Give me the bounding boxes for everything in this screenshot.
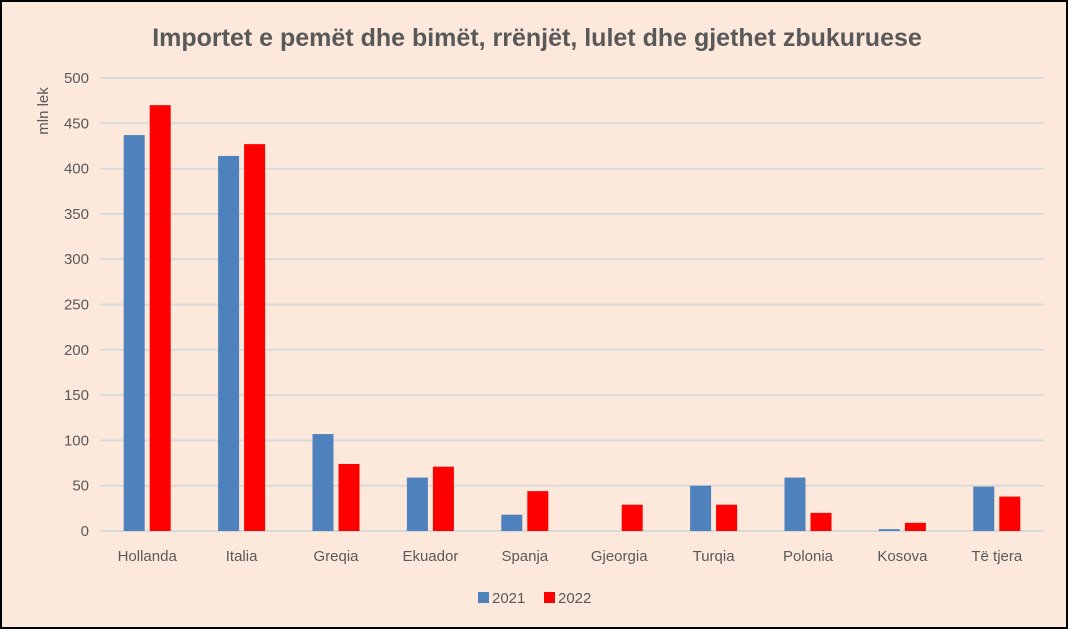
x-tick-label: Polonia bbox=[783, 548, 834, 565]
y-tick-label: 400 bbox=[64, 161, 89, 178]
y-tick-label: 300 bbox=[64, 251, 89, 268]
x-tick-label: Spanja bbox=[501, 548, 548, 565]
legend-swatch-2022 bbox=[544, 592, 555, 603]
bar-2021 bbox=[501, 514, 523, 531]
bar-2022 bbox=[527, 491, 549, 531]
bar-2021 bbox=[218, 155, 240, 531]
x-tick-label: Greqia bbox=[313, 548, 359, 565]
x-tick-label: Kosova bbox=[877, 548, 928, 565]
bar-2021 bbox=[973, 486, 995, 531]
bar-2022 bbox=[338, 463, 360, 531]
y-tick-label: 450 bbox=[64, 115, 89, 132]
y-tick-label: 0 bbox=[81, 523, 89, 540]
bar-2021 bbox=[312, 434, 334, 531]
bar-2021 bbox=[878, 529, 900, 531]
bar-2022 bbox=[621, 504, 643, 531]
x-tick-label: Italia bbox=[226, 548, 258, 565]
bar-2022 bbox=[810, 512, 832, 531]
x-tick-label: Ekuador bbox=[402, 548, 458, 565]
y-tick-label: 50 bbox=[72, 478, 89, 495]
bar-2022 bbox=[999, 496, 1021, 531]
bar-2021 bbox=[406, 477, 428, 531]
x-tick-label: Turqia bbox=[693, 548, 736, 565]
y-tick-label: 150 bbox=[64, 387, 89, 404]
y-tick-label: 500 bbox=[64, 70, 89, 87]
x-tick-label: Gjeorgia bbox=[591, 548, 648, 565]
bar-2022 bbox=[432, 466, 454, 531]
y-tick-label: 350 bbox=[64, 206, 89, 223]
bar-2021 bbox=[123, 135, 145, 531]
legend-label: 2021 bbox=[492, 590, 525, 607]
y-tick-label: 250 bbox=[64, 297, 89, 314]
legend-label: 2022 bbox=[558, 590, 591, 607]
x-tick-label: Të tjera bbox=[971, 548, 1023, 565]
bar-2021 bbox=[690, 485, 712, 531]
y-axis-label: mln lek bbox=[35, 87, 52, 135]
y-tick-label: 100 bbox=[64, 432, 89, 449]
bar-2022 bbox=[244, 144, 266, 531]
chart-title: Importet e pemët dhe bimët, rrënjët, lul… bbox=[152, 24, 922, 52]
x-tick-label: Hollanda bbox=[118, 548, 178, 565]
bar-2022 bbox=[904, 522, 926, 531]
y-tick-label: 200 bbox=[64, 342, 89, 359]
legend-swatch-2021 bbox=[478, 592, 489, 603]
bar-2022 bbox=[149, 105, 171, 532]
bar-2021 bbox=[784, 477, 806, 531]
bar-2022 bbox=[716, 504, 738, 531]
